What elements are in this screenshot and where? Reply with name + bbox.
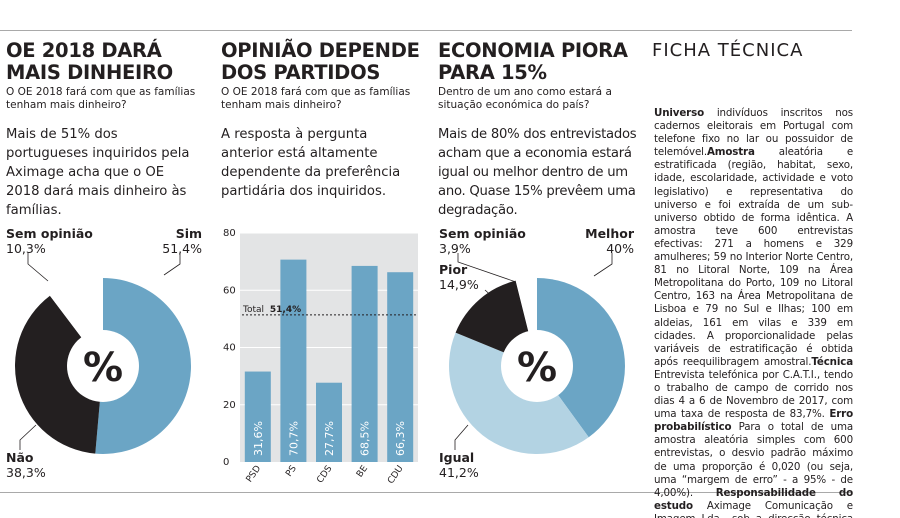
bar-value-label-cds: 27,7% bbox=[323, 421, 336, 456]
bar-value-label-ps: 70,7% bbox=[287, 421, 300, 456]
y-tick-label: 40 bbox=[223, 343, 236, 354]
ficha-amostra-label: Amostra bbox=[706, 146, 755, 159]
pie1-label-nao: Não 38,3% bbox=[6, 450, 46, 480]
pie2-center-label: % bbox=[517, 345, 557, 391]
bar-cdu bbox=[387, 272, 414, 462]
pie1-label-sem-opiniao-name: Sem opinião bbox=[6, 226, 93, 241]
question-partidos: O OE 2018 fará com que as famílias tenha… bbox=[221, 86, 411, 111]
pie2-label-pior-name: Pior bbox=[439, 262, 468, 277]
total-reference-value: 51,4% bbox=[270, 305, 301, 315]
pie1-label-nao-value: 38,3% bbox=[6, 465, 46, 480]
pie2-label-melhor-value: 40% bbox=[606, 241, 634, 256]
pie2-label-melhor-name: Melhor bbox=[585, 226, 634, 241]
ficha-universo-text: indivíduos inscritos nos cadernos eleito… bbox=[654, 107, 853, 159]
pie2-label-sem-opiniao-name: Sem opinião bbox=[439, 226, 526, 241]
ficha-erro-label: Erro probabilístico bbox=[654, 408, 854, 434]
pie1-slice-nao bbox=[14, 295, 103, 454]
headline-line-2: MAIS DINHEIRO bbox=[6, 61, 173, 84]
pie2-leader-melhor bbox=[593, 253, 613, 277]
headline-line-2: DOS PARTIDOS bbox=[221, 61, 381, 84]
headline-line-1: ECONOMIA PIORA bbox=[438, 39, 628, 62]
bar-value-label-cdu: 66,3% bbox=[394, 421, 407, 456]
pie1-leader-nao bbox=[19, 424, 37, 450]
pie2-label-pior-value: 14,9% bbox=[439, 277, 479, 292]
lede-oe2018: Mais de 51% dos portugueses inquiridos p… bbox=[6, 127, 190, 218]
top-rule bbox=[0, 30, 852, 31]
headline-line-1: OE 2018 DARÁ bbox=[6, 39, 162, 62]
ficha-tecnica-body: Universo indivíduos inscritos nos cadern… bbox=[654, 107, 853, 518]
pie2-label-sem-opiniao: Sem opinião 3,9% bbox=[439, 226, 526, 256]
y-tick-label: 20 bbox=[223, 400, 236, 411]
ficha-tecnica-label: Técnica bbox=[811, 355, 853, 368]
pie1-label-nao-name: Não bbox=[6, 450, 34, 465]
pie1-leader-sim bbox=[163, 253, 181, 276]
headline-line-1: OPINIÃO DEPENDE bbox=[221, 39, 420, 62]
lede-economia: Mais de 80% dos entrevistados acham que … bbox=[438, 127, 637, 218]
total-reference-label: Total 51,4% bbox=[242, 305, 301, 315]
question-economia: Dentro de um ano como estará a situação … bbox=[438, 86, 612, 111]
pie2-leader-sem-opiniao bbox=[457, 253, 517, 283]
question-oe2018: O OE 2018 fará com que as famílias tenha… bbox=[6, 86, 196, 111]
ficha-tecnica-text: Entrevista telefónica por C.A.T.I., tend… bbox=[654, 368, 853, 421]
pie2-slice-melhor bbox=[537, 278, 625, 438]
ficha-tecnica-title: FICHA TÉCNICA bbox=[652, 40, 804, 61]
pie1-label-sim-value: 51,4% bbox=[162, 241, 202, 256]
pie1-leader-sem-opiniao bbox=[27, 253, 49, 282]
bar-ps bbox=[280, 259, 307, 462]
pie1-slice-sim bbox=[95, 278, 191, 454]
bar-psd bbox=[244, 371, 271, 462]
ficha-universo-label: Universo bbox=[654, 107, 704, 119]
lede-partidos: A resposta à pergunta anterior está alta… bbox=[221, 127, 401, 199]
pie1-label-sim-name: Sim bbox=[175, 226, 202, 241]
headline-oe2018: OE 2018 DARÁ MAIS DINHEIRO bbox=[6, 40, 201, 84]
y-tick-label: 60 bbox=[223, 285, 236, 296]
pie2-leader-igual bbox=[454, 424, 469, 450]
pie2-label-igual-value: 41,2% bbox=[439, 465, 479, 480]
bar-be bbox=[351, 265, 378, 462]
pie1-hole bbox=[67, 330, 139, 402]
headline-economia: ECONOMIA PIORA PARA 15% bbox=[438, 40, 638, 84]
pie2-label-sem-opiniao-value: 3,9% bbox=[439, 241, 471, 256]
column-economia: ECONOMIA PIORA PARA 15% Dentro de um ano… bbox=[438, 40, 638, 220]
total-reference-name: Total bbox=[242, 305, 264, 315]
bar-value-label-be: 68,5% bbox=[359, 421, 372, 456]
pie2-label-melhor: Melhor 40% bbox=[572, 226, 634, 256]
pie1-label-sem-opiniao-value: 10,3% bbox=[6, 241, 46, 256]
bar-value-label-psd: 31,6% bbox=[252, 421, 265, 456]
y-tick-label: 0 bbox=[223, 457, 229, 468]
ficha-responsabilidade-text: Aximage Comunicação e Imagem Lda., sob a… bbox=[654, 499, 853, 518]
headline-partidos: OPINIÃO DEPENDE DOS PARTIDOS bbox=[221, 40, 421, 84]
bottom-rule bbox=[0, 492, 852, 493]
pie2-hole bbox=[501, 330, 573, 402]
column-partidos: OPINIÃO DEPENDE DOS PARTIDOS O OE 2018 f… bbox=[221, 40, 421, 201]
bar-cds bbox=[316, 382, 342, 462]
pie1-label-sim: Sim 51,4% bbox=[150, 226, 202, 256]
ficha-erro-text: Para o total de uma amostra aleatória si… bbox=[654, 421, 853, 499]
ficha-responsabilidade-label: Responsabilidade do estudo bbox=[654, 486, 853, 512]
pie2-label-pior: Pior 14,9% bbox=[439, 262, 479, 292]
headline-line-2: PARA 15% bbox=[438, 61, 547, 84]
pie1-center-label: % bbox=[83, 345, 123, 391]
column-oe2018: OE 2018 DARÁ MAIS DINHEIRO O OE 2018 far… bbox=[6, 40, 201, 220]
y-tick-label: 80 bbox=[223, 228, 236, 239]
pie2-label-igual: Igual 41,2% bbox=[439, 450, 479, 480]
pie1-label-sem-opiniao: Sem opinião 10,3% bbox=[6, 226, 93, 256]
pie2-label-igual-name: Igual bbox=[439, 450, 475, 465]
ficha-amostra-text: aleatória e estratificada (região, habit… bbox=[654, 146, 854, 368]
